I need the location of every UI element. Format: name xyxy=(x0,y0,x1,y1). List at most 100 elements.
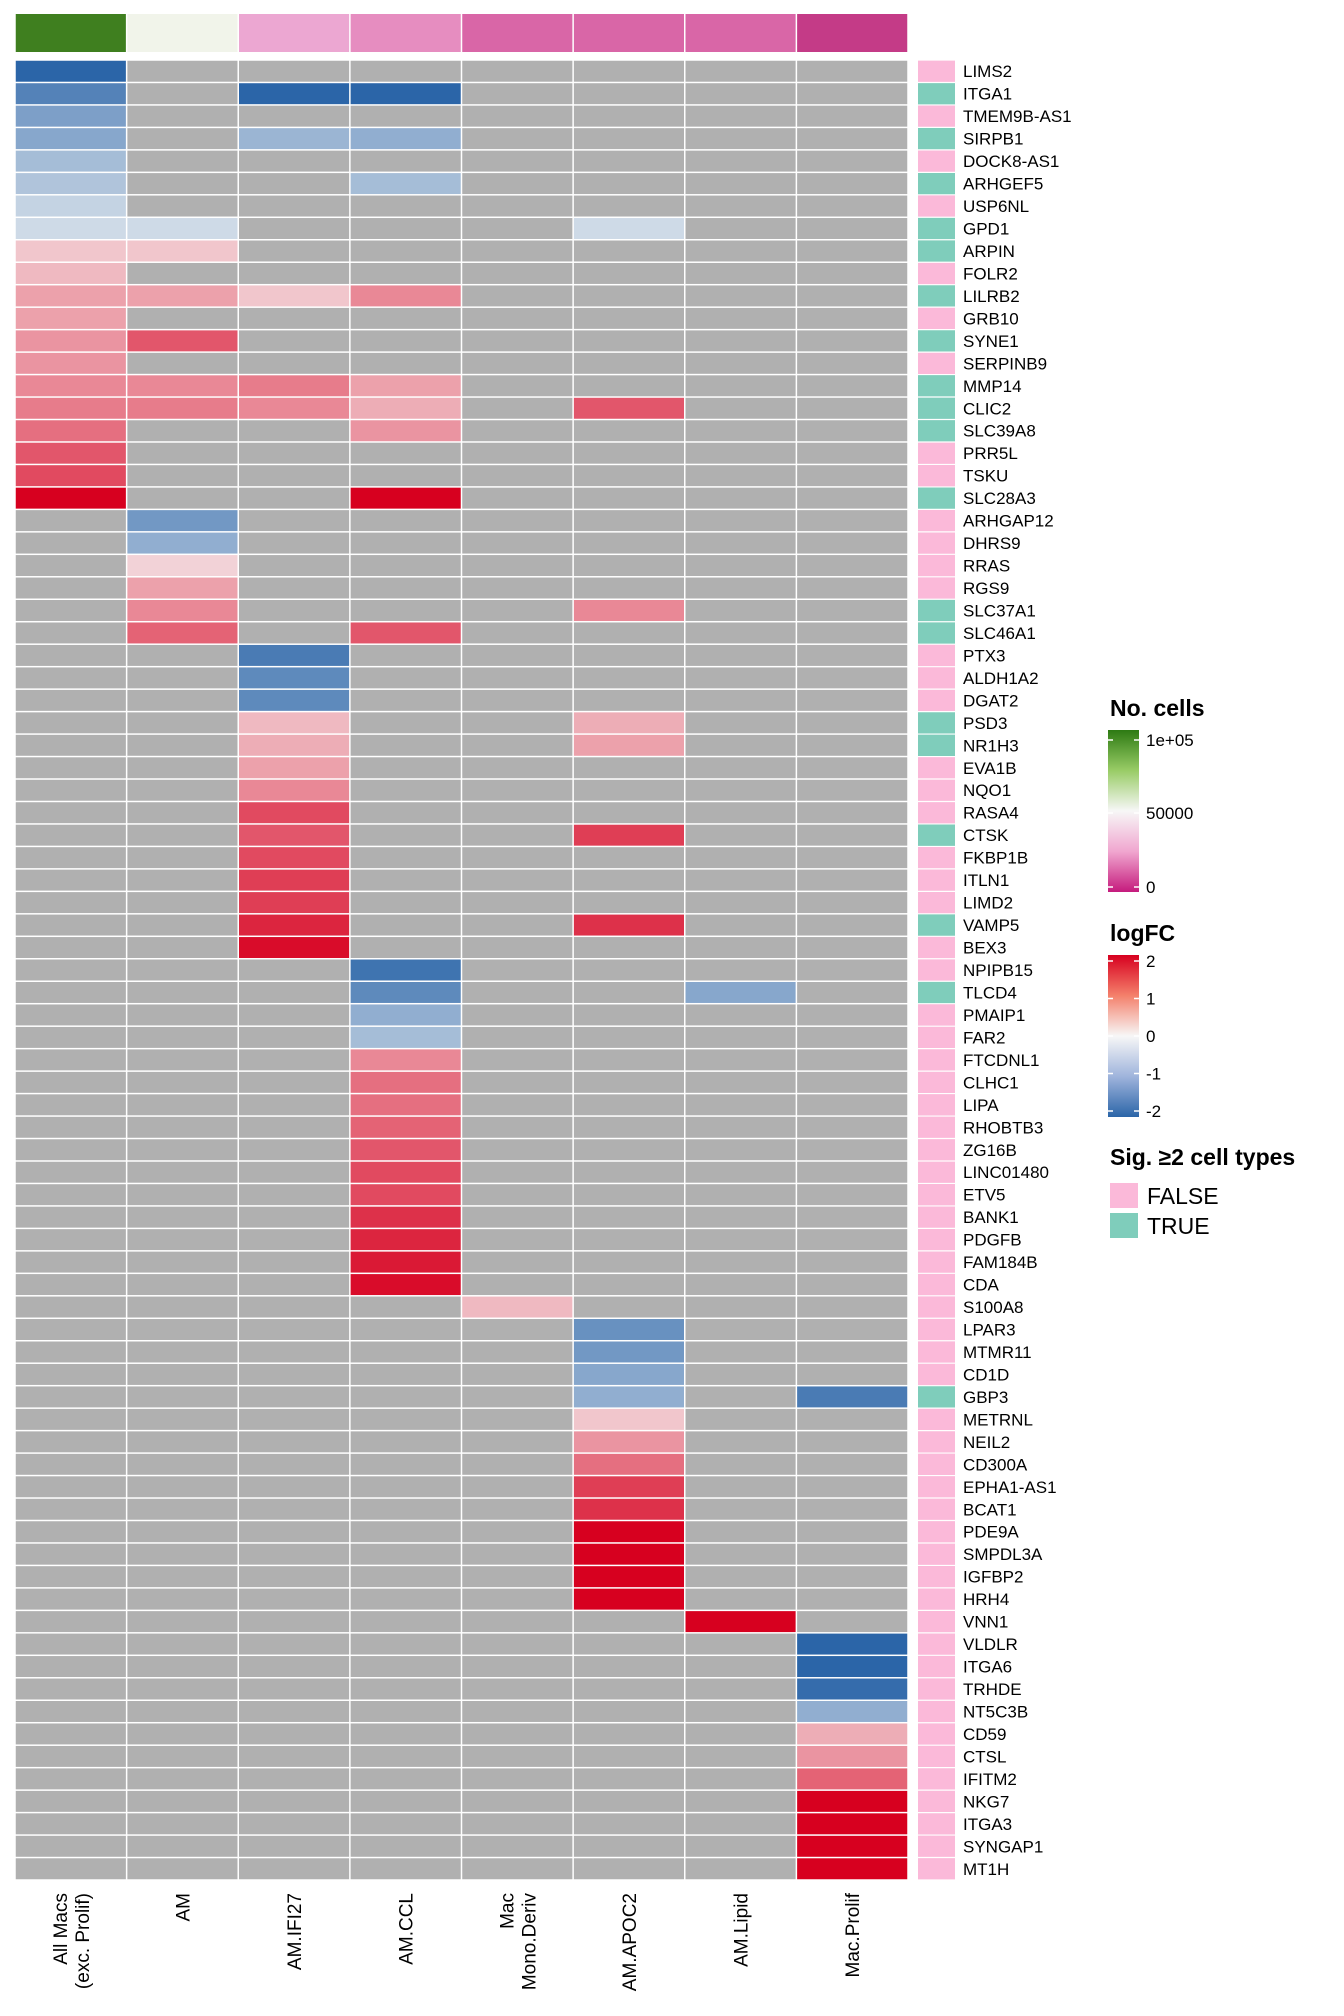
cell-lpar3-5 xyxy=(573,1319,684,1340)
cell-arhgap12-1 xyxy=(127,510,238,532)
gene-label-dgat2: DGAT2 xyxy=(963,691,1018,710)
sig-itga1 xyxy=(918,82,955,106)
legend-significance: Sig. ≥2 cell types FALSE TRUE xyxy=(1110,1144,1295,1239)
sig-pdgfb xyxy=(918,1228,955,1252)
cell-itga6-3 xyxy=(350,1656,461,1678)
cell-clic2-3 xyxy=(350,397,461,419)
sig-cd59 xyxy=(918,1722,955,1746)
cell-vnn1-5 xyxy=(573,1611,684,1633)
cell-slc39a8-3 xyxy=(350,420,461,442)
cell-ifitm2-1 xyxy=(127,1768,238,1790)
cell-aldh1a2-2 xyxy=(239,667,350,689)
cell-fam184b-7 xyxy=(797,1251,908,1273)
cell-slc28a3-1 xyxy=(127,487,238,509)
cell-clic2-4 xyxy=(462,397,573,419)
cell-tsku-6 xyxy=(685,465,796,487)
cell-tlcd4-3 xyxy=(350,981,461,1003)
cell-count-annotation-bar xyxy=(15,14,908,52)
cell-tlcd4-5 xyxy=(573,981,684,1003)
cell-syngap1-2 xyxy=(239,1835,350,1857)
cell-prr5l-3 xyxy=(350,442,461,464)
cell-grb10-2 xyxy=(239,307,350,329)
cell-eva1b-4 xyxy=(462,757,573,779)
cell-tsku-3 xyxy=(350,465,461,487)
cell-gpd1-6 xyxy=(685,218,796,240)
cell-itga6-4 xyxy=(462,1656,573,1678)
cell-eva1b-2 xyxy=(239,757,350,779)
cell-ctsk-1 xyxy=(127,824,238,846)
cell-s100a8-0 xyxy=(15,1296,126,1318)
cell-syngap1-6 xyxy=(685,1835,796,1857)
cell-rras-5 xyxy=(573,555,684,577)
cell-far2-7 xyxy=(797,1026,908,1048)
cell-nkg7-5 xyxy=(573,1790,684,1812)
cell-bcat1-0 xyxy=(15,1498,126,1520)
cell-slc39a8-4 xyxy=(462,420,573,442)
cell-rasa4-1 xyxy=(127,802,238,824)
cell-gpd1-4 xyxy=(462,218,573,240)
cell-linc01480-7 xyxy=(797,1161,908,1183)
cell-vldlr-3 xyxy=(350,1633,461,1655)
cell-npipb15-0 xyxy=(15,959,126,981)
cell-fkbp1b-1 xyxy=(127,847,238,869)
cell-nr1h3-7 xyxy=(797,734,908,756)
cell-dhrs9-6 xyxy=(685,532,796,554)
cell-nkg7-7 xyxy=(797,1790,908,1812)
cell-bex3-5 xyxy=(573,937,684,959)
column-label-am-0: AM xyxy=(173,1893,194,1922)
cell-cd59-6 xyxy=(685,1723,796,1745)
cell-lipa-7 xyxy=(797,1094,908,1116)
sig-vldlr xyxy=(918,1632,955,1656)
cell-hrh4-6 xyxy=(685,1588,796,1610)
cell-vamp5-4 xyxy=(462,914,573,936)
sig-metrnl xyxy=(918,1408,955,1431)
cells-tick-label: 50000 xyxy=(1146,804,1193,823)
cell-itga1-3 xyxy=(350,83,461,105)
cell-pde9a-5 xyxy=(573,1521,684,1543)
gene-label-fam184b: FAM184B xyxy=(963,1253,1038,1272)
cell-neil2-3 xyxy=(350,1431,461,1453)
cell-cda-3 xyxy=(350,1274,461,1296)
cell-itga1-2 xyxy=(239,83,350,105)
cell-igfbp2-5 xyxy=(573,1566,684,1588)
cell-mtmr11-0 xyxy=(15,1341,126,1363)
cell-folr2-7 xyxy=(797,262,908,284)
cell-rras-1 xyxy=(127,555,238,577)
cell-eva1b-1 xyxy=(127,757,238,779)
cell-etv5-4 xyxy=(462,1184,573,1206)
cell-arpin-5 xyxy=(573,240,684,262)
cell-psd3-1 xyxy=(127,712,238,734)
cell-epha1-as1-3 xyxy=(350,1476,461,1498)
cell-bex3-1 xyxy=(127,937,238,959)
gene-label-linc01480: LINC01480 xyxy=(963,1163,1049,1182)
cell-vldlr-4 xyxy=(462,1633,573,1655)
cell-vldlr-2 xyxy=(239,1633,350,1655)
cell-mmp14-7 xyxy=(797,375,908,397)
cell-limd2-1 xyxy=(127,892,238,914)
gene-label-tmem9b-as1: TMEM9B-AS1 xyxy=(963,107,1072,126)
cell-hrh4-4 xyxy=(462,1588,573,1610)
cell-itga6-2 xyxy=(239,1656,350,1678)
cell-lilrb2-7 xyxy=(797,285,908,307)
cell-linc01480-0 xyxy=(15,1161,126,1183)
cell-trhde-1 xyxy=(127,1678,238,1700)
cell-cd1d-0 xyxy=(15,1363,126,1385)
cell-vldlr-7 xyxy=(797,1633,908,1655)
cell-npipb15-6 xyxy=(685,959,796,981)
cell-far2-1 xyxy=(127,1026,238,1048)
gene-label-dhrs9: DHRS9 xyxy=(963,534,1021,553)
cell-ptx3-2 xyxy=(239,644,350,666)
sig-mtmr11 xyxy=(918,1340,955,1364)
cell-lipa-5 xyxy=(573,1094,684,1116)
sig-nqo1 xyxy=(918,779,955,802)
cell-arpin-1 xyxy=(127,240,238,262)
gene-label-eva1b: EVA1B xyxy=(963,759,1017,778)
cell-folr2-5 xyxy=(573,262,684,284)
gene-label-psd3: PSD3 xyxy=(963,714,1007,733)
cell-slc37a1-2 xyxy=(239,600,350,621)
gene-label-rasa4: RASA4 xyxy=(963,804,1019,823)
cell-neil2-4 xyxy=(462,1431,573,1453)
cell-cd1d-6 xyxy=(685,1363,796,1385)
cell-grb10-0 xyxy=(15,307,126,329)
cell-slc37a1-5 xyxy=(573,600,684,621)
